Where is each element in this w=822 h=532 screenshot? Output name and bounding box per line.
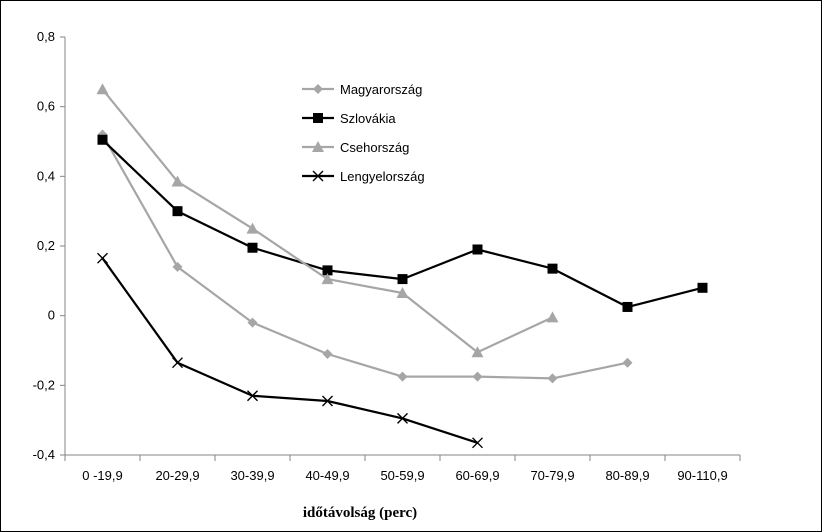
legend-entry: Csehország [302, 140, 409, 155]
data-point [313, 84, 323, 94]
data-point [397, 412, 408, 424]
data-point [397, 371, 408, 382]
data-point [322, 348, 333, 359]
data-point [547, 263, 558, 274]
legend-label: Szlovákia [340, 111, 396, 126]
legend-entry: Magyarország [302, 82, 422, 97]
legend-label: Lengyelország [340, 169, 425, 184]
data-point [396, 287, 409, 299]
y-tick-label: 0,2 [37, 238, 55, 253]
data-point [172, 206, 183, 217]
legend: Magyarország Szlovákia Csehország Lengyelor… [302, 82, 425, 184]
data-point [622, 357, 633, 368]
series-4 [97, 252, 483, 449]
data-point [472, 371, 483, 382]
data-point [472, 437, 483, 449]
data-point [247, 242, 258, 253]
series-1 [97, 129, 633, 384]
axes: -0,4 -0,2 0 0,2 0,4 0,6 0,8 0 -19,9 20-29,9 30-39… [33, 29, 741, 483]
legend-entry: Szlovákia [302, 111, 396, 126]
data-point [322, 395, 333, 407]
data-point [472, 244, 483, 255]
y-tick-label: 0,6 [37, 99, 55, 114]
data-point [697, 282, 708, 293]
series-line [101, 257, 478, 444]
series-line [101, 133, 628, 380]
data-point [171, 175, 184, 187]
data-point [312, 141, 324, 152]
data-point [247, 317, 258, 328]
data-point [546, 311, 559, 323]
y-tick-label: 0,4 [37, 168, 55, 183]
data-point [313, 113, 323, 123]
legend-label: Csehország [340, 140, 409, 155]
series-3 [96, 83, 559, 358]
x-tick-label: 80-89,9 [605, 468, 649, 483]
data-point [471, 346, 484, 358]
x-tick-label: 30-39,9 [230, 468, 274, 483]
data-point [547, 373, 558, 384]
data-point [247, 390, 258, 402]
x-tick-label: 50-59,9 [380, 468, 424, 483]
x-tick-label: 60-69,9 [455, 468, 499, 483]
data-point [97, 134, 108, 145]
y-tick-label: -0,4 [33, 447, 55, 462]
data-point [312, 170, 324, 182]
x-tick-label: 20-29,9 [155, 468, 199, 483]
y-tick-label: 0 [48, 308, 55, 323]
data-point [322, 265, 333, 276]
legend-label: Magyarország [340, 82, 422, 97]
x-tick-label: 40-49,9 [305, 468, 349, 483]
series-2 [97, 134, 708, 312]
data-point [172, 261, 183, 272]
data-point [397, 274, 408, 285]
series-line [101, 88, 553, 354]
x-tick-label: 90-110,9 [677, 468, 727, 483]
y-tick-label: -0,2 [33, 377, 55, 392]
y-tick-label: 0,8 [37, 29, 55, 44]
data-point [622, 301, 633, 312]
data-point [321, 273, 334, 285]
x-tick-label: 0 -19,9 [82, 468, 122, 483]
data-point [96, 83, 109, 95]
x-tick-label: 70-79,9 [530, 468, 574, 483]
x-axis-title: időtávolság (perc) [303, 505, 417, 521]
legend-entry: Lengyelország [302, 169, 425, 184]
series-layer [96, 83, 708, 449]
data-point [172, 357, 183, 369]
data-point [97, 252, 108, 264]
data-point [246, 222, 259, 234]
